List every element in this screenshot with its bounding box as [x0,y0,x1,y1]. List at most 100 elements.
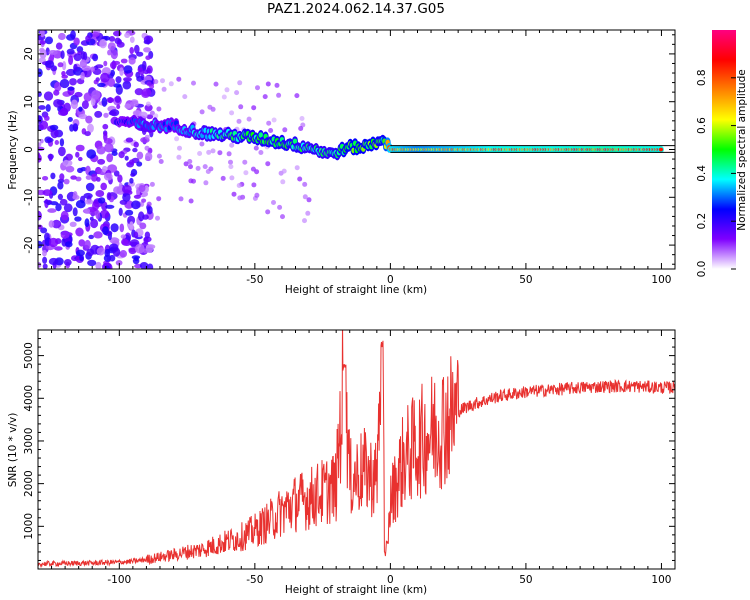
noise-cell [90,173,98,182]
ridge-core [258,132,263,138]
noise-cell [220,175,226,181]
noise-cell [85,115,93,124]
noise-cell [59,173,65,181]
noise-cell [84,199,94,205]
noise-cell [276,92,282,98]
noise-cell [123,65,133,74]
noise-cell [142,60,147,71]
y-tick-label: 5000 [23,342,35,369]
noise-cell [70,30,76,40]
noise-cell [44,60,55,68]
colorbar-tick-label: 0.6 [696,117,708,134]
noise-cell [63,178,70,185]
noise-cell [231,191,237,197]
noise-cell [85,35,91,42]
noise-cell [113,170,120,177]
noise-cell [101,165,108,173]
snr-frame [37,329,676,570]
colorbar-tick-label: 0.0 [696,261,708,278]
noise-cell [38,210,42,221]
noise-cell [229,175,235,181]
noise-cell [271,117,277,123]
noise-cell [132,147,138,153]
noise-cell [49,124,59,131]
noise-cell [59,198,68,206]
noise-cell [39,30,45,38]
noise-cell [124,103,132,109]
ridge-core [658,147,664,152]
y-tick-label: 10 [23,95,35,108]
page-title: PAZ1.2024.062.14.37.G05 [267,1,445,17]
noise-cell [42,176,49,181]
noise-cell [128,57,136,65]
noise-cell [250,166,256,172]
noise-cell [138,185,146,192]
noise-cell [55,203,62,212]
noise-cell [38,262,42,268]
noise-cell [59,138,65,147]
noise-cell [128,247,137,255]
noise-cell [271,200,276,205]
noise-cell [160,78,165,84]
noise-cell [78,106,83,112]
noise-cell [118,207,123,216]
noise-cell [78,239,86,247]
noise-cell [158,159,164,164]
noise-cell [302,181,308,187]
y-tick-label: 4000 [23,385,35,412]
colorbar-tick-label: 0.8 [696,69,708,86]
spectrogram-frame [37,29,676,270]
noise-cell [207,104,213,110]
noise-cell [106,153,114,163]
noise-cell [138,211,145,222]
x-tick-label: 0 [387,274,394,286]
y-tick-label: -20 [23,237,35,254]
noise-cell [277,204,283,210]
noise-cell [76,46,84,53]
noise-cell [39,47,45,53]
y-tick-label: -10 [23,189,35,206]
noise-cell [110,223,119,233]
noise-cell [122,192,131,202]
colorbar: 0.0 0.2 0.4 0.6 0.8 Normalized spectral ampl… [696,30,748,277]
noise-cell [67,117,73,122]
noise-cell [90,66,95,73]
noise-cell [87,123,94,133]
snr-x-axis-label: Height of straight line (km) [285,584,427,596]
noise-cell [46,137,54,143]
noise-cell [195,165,201,171]
noise-cell [116,41,125,48]
noise-cell [104,143,114,153]
noise-cell [136,161,143,167]
noise-cell [237,195,243,201]
colorbar-ticks: 0.0 0.2 0.4 0.6 0.8 [696,69,736,277]
noise-cell [108,111,117,116]
noise-cell [141,198,147,203]
noise-cell [149,181,155,187]
snr-panel: -100 -50 0 50 100 1000 2000 3000 4000 5000 Height… [7,329,676,596]
noise-cell [57,193,64,200]
noise-cell [156,153,162,159]
noise-cell [102,226,109,236]
noise-cell [38,105,46,110]
noise-cell [155,215,160,221]
noise-cell [188,198,194,204]
noise-cell [50,128,59,139]
noise-cell [255,85,260,91]
noise-cell [122,80,132,90]
noise-cell [134,44,140,54]
noise-cell [116,104,121,110]
noise-cell [104,265,110,269]
noise-cell [119,67,124,76]
noise-cell [305,210,311,216]
noise-cell [133,141,139,148]
y-tick-label: 1000 [23,513,35,540]
noise-cell [42,256,48,264]
noise-cell [178,196,184,202]
colorbar-tick-label: 0.4 [696,165,708,182]
noise-cell [79,59,87,68]
noise-cell [100,182,107,191]
noise-cell [51,219,62,229]
noise-cell [106,192,112,201]
x-tick-label: 50 [519,274,532,286]
